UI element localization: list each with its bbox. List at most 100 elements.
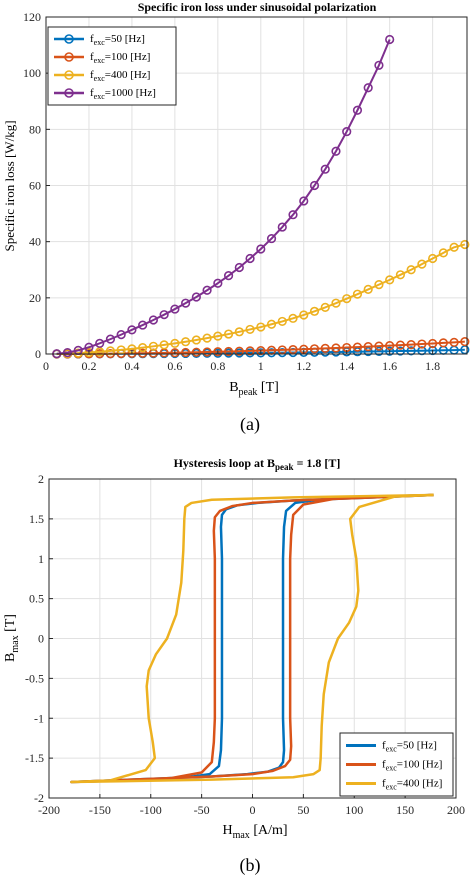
data-point: [277, 348, 287, 358]
y-tick-label: 0.5: [29, 592, 44, 606]
data-point: [148, 315, 158, 325]
legend-item: fexc=100 [Hz]: [54, 51, 150, 65]
chart-b-series: [70, 493, 434, 784]
x-tick-label: -100: [140, 803, 162, 817]
data-point: [406, 339, 416, 350]
legend-item: fexc=100 [Hz]: [346, 759, 442, 773]
chart-a-y-axis-label: Specific iron loss [W/kg]: [2, 120, 17, 251]
data-point: [245, 253, 255, 264]
y-tick-label: 80: [29, 122, 41, 136]
chart-panel-a: Specific iron loss under sinusoidal pola…: [2, 0, 470, 435]
data-point: [374, 346, 384, 356]
x-tick-label: -50: [194, 803, 210, 817]
data-point: [395, 270, 406, 280]
data-point: [181, 337, 191, 347]
legend-label: fexc=400 [Hz]: [382, 778, 442, 792]
data-point: [352, 289, 363, 299]
data-point: [170, 348, 180, 358]
chart-b-title-sub: peak: [275, 462, 294, 472]
chart-b-x-label-sub: max: [233, 830, 250, 841]
legend-item: fexc=400 [Hz]: [54, 69, 150, 83]
chart-a-x-label-rest: [T]: [257, 380, 278, 395]
data-point: [213, 331, 223, 341]
x-tick-label: 0.2: [81, 359, 96, 373]
data-point: [95, 338, 105, 348]
data-point: [288, 344, 298, 355]
y-tick-label: 2: [38, 472, 44, 486]
y-tick-label: 120: [23, 10, 41, 24]
data-point: [417, 259, 427, 269]
data-point: [342, 126, 352, 137]
data-point: [256, 322, 266, 332]
data-point: [438, 248, 448, 258]
legend-marker: [64, 88, 74, 98]
chart-a-y-ticks: 0 20 40 60 80 100 120: [23, 10, 50, 361]
data-point: [223, 346, 234, 357]
x-tick-label: 100: [345, 803, 363, 817]
data-point: [374, 341, 384, 351]
data-point: [288, 210, 298, 220]
data-point: [213, 278, 223, 288]
data-point: [438, 338, 448, 348]
data-point: [395, 340, 406, 350]
x-tick-label: 0: [43, 359, 49, 373]
chart-b-y-ticks: -2 -1.5 -1 -0.5 0 0.5 1 1.5 2: [25, 472, 53, 805]
x-tick-label: 0.6: [167, 359, 182, 373]
x-tick-label: 50: [297, 803, 309, 817]
chart-b-x-axis-label: Hmax [A/m]: [222, 823, 287, 841]
data-point: [138, 348, 148, 358]
data-point: [62, 347, 73, 358]
data-point: [202, 285, 212, 295]
y-tick-label: 60: [29, 179, 41, 193]
data-point: [245, 346, 255, 356]
data-point: [234, 346, 244, 356]
data-point: [256, 244, 266, 254]
y-tick-label: 1.5: [29, 512, 44, 526]
data-point: [299, 196, 309, 206]
data-point: [95, 347, 105, 357]
data-point: [363, 284, 373, 295]
data-point: [320, 164, 330, 174]
data-point: [309, 180, 320, 191]
chart-b-y-label-main: B: [3, 653, 18, 662]
legend-marker: [64, 52, 74, 62]
chart-a-title: Specific iron loss under sinusoidal pola…: [138, 0, 377, 14]
chart-b-title-post: = 1.8 [T]: [294, 456, 341, 470]
data-point: [148, 348, 158, 358]
chart-a-x-label-sub: peak: [239, 387, 258, 398]
legend-item: fexc=400 [Hz]: [346, 778, 442, 792]
data-point: [460, 239, 470, 250]
data-point: [385, 275, 395, 285]
data-point: [342, 294, 352, 304]
legend-item: fexc=1000 [Hz]: [54, 87, 156, 101]
series-f_exc=400 [Hz]: [70, 493, 434, 784]
legend-label: fexc=50 [Hz]: [382, 740, 437, 754]
x-tick-label: -200: [38, 803, 60, 817]
y-tick-label: -1: [34, 711, 44, 725]
chart-b-x-label-rest: [A/m]: [250, 823, 288, 838]
data-point: [385, 34, 395, 45]
data-point: [320, 302, 330, 312]
x-tick-label: -150: [89, 803, 111, 817]
chart-a-x-ticks: 0 0.2 0.4 0.6 0.8 1 1.2 1.4 1.6 1.8: [43, 350, 440, 373]
legend-marker: [64, 70, 74, 80]
data-point: [395, 346, 406, 356]
data-point: [159, 310, 169, 320]
data-point: [181, 347, 191, 358]
data-point: [105, 346, 116, 356]
data-point: [331, 298, 341, 308]
legend-label: fexc=100 [Hz]: [382, 759, 442, 773]
data-point: [170, 338, 180, 348]
data-point: [223, 329, 234, 339]
data-point: [299, 310, 309, 320]
legend-label: fexc=400 [Hz]: [90, 69, 150, 83]
data-point: [234, 262, 244, 273]
data-point: [331, 343, 341, 353]
chart-b-title: Hysteresis loop at Bpeak = 1.8 [T]: [174, 456, 341, 472]
x-tick-label: 0: [250, 803, 256, 817]
chart-b-x-label-main: H: [222, 823, 232, 838]
legend-label: fexc=50 [Hz]: [90, 33, 145, 47]
panel-a-label: (a): [240, 414, 260, 435]
data-point: [116, 330, 126, 340]
data-point: [245, 324, 255, 335]
